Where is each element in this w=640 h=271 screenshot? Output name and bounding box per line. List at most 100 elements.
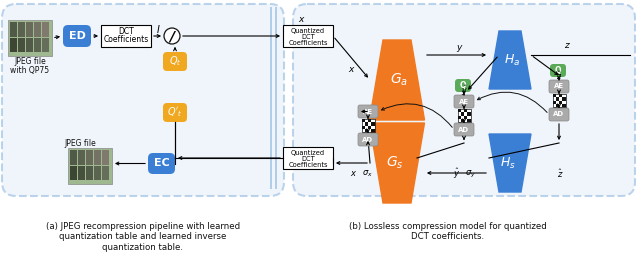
- Bar: [70, 150, 77, 165]
- Bar: [26, 22, 33, 37]
- Bar: [559, 97, 563, 101]
- Text: $x$: $x$: [348, 66, 356, 75]
- Bar: [102, 166, 109, 180]
- Text: Q: Q: [555, 66, 561, 75]
- Bar: [362, 119, 374, 132]
- Text: (b) Lossless compression model for quantized
DCT coefficients.: (b) Lossless compression model for quant…: [349, 222, 547, 241]
- Bar: [365, 122, 368, 125]
- Text: Quantized: Quantized: [291, 28, 325, 34]
- Text: $G_a$: $G_a$: [390, 72, 408, 88]
- Bar: [464, 112, 467, 115]
- Bar: [371, 129, 374, 132]
- Bar: [461, 109, 464, 112]
- FancyBboxPatch shape: [358, 105, 378, 118]
- Bar: [42, 38, 49, 52]
- Bar: [461, 115, 464, 119]
- Text: with QP75: with QP75: [10, 66, 49, 75]
- Text: Coefficients: Coefficients: [288, 40, 328, 46]
- Bar: [10, 38, 17, 52]
- FancyBboxPatch shape: [2, 4, 284, 196]
- FancyBboxPatch shape: [454, 95, 474, 108]
- Bar: [18, 38, 25, 52]
- Text: /: /: [170, 30, 175, 44]
- Text: DCT: DCT: [301, 156, 315, 162]
- Bar: [552, 104, 556, 107]
- FancyBboxPatch shape: [293, 4, 635, 196]
- Bar: [362, 129, 365, 132]
- Text: EC: EC: [154, 159, 170, 169]
- Text: JPEG file: JPEG file: [14, 57, 46, 66]
- Bar: [552, 94, 556, 97]
- Bar: [362, 125, 365, 129]
- Text: Coefficients: Coefficients: [104, 36, 148, 44]
- FancyBboxPatch shape: [549, 80, 569, 93]
- Bar: [10, 22, 17, 37]
- Text: $\hat{z}$: $\hat{z}$: [557, 168, 563, 180]
- Text: $\sigma_y$: $\sigma_y$: [465, 169, 476, 180]
- Bar: [467, 109, 470, 112]
- Text: AE: AE: [554, 83, 564, 89]
- Bar: [42, 22, 49, 37]
- Bar: [371, 119, 374, 122]
- Bar: [18, 22, 25, 37]
- Bar: [362, 122, 365, 125]
- Bar: [556, 101, 559, 104]
- Bar: [556, 104, 559, 107]
- Bar: [34, 22, 41, 37]
- Text: DCT: DCT: [301, 34, 315, 40]
- FancyBboxPatch shape: [454, 123, 474, 136]
- Polygon shape: [489, 134, 531, 192]
- Polygon shape: [369, 123, 424, 203]
- Bar: [86, 150, 93, 165]
- Text: AD: AD: [458, 127, 470, 133]
- Bar: [552, 97, 556, 101]
- Text: $\hat{z}$: $\hat{z}$: [556, 70, 562, 82]
- Bar: [94, 150, 101, 165]
- Text: $Q'_t$: $Q'_t$: [167, 106, 183, 120]
- Bar: [556, 94, 559, 97]
- Bar: [368, 122, 371, 125]
- Bar: [283, 25, 333, 47]
- Text: $Q_t$: $Q_t$: [169, 54, 181, 68]
- Text: JPEG file: JPEG file: [64, 138, 96, 147]
- Text: $x$: $x$: [350, 169, 358, 179]
- Bar: [371, 122, 374, 125]
- Bar: [86, 166, 93, 180]
- FancyBboxPatch shape: [455, 79, 471, 92]
- Text: $G_s$: $G_s$: [386, 155, 404, 171]
- Text: $\sigma_x$: $\sigma_x$: [362, 169, 372, 179]
- Bar: [365, 129, 368, 132]
- Text: DCT: DCT: [118, 27, 134, 37]
- Bar: [26, 38, 33, 52]
- Text: $I$: $I$: [156, 23, 160, 35]
- Text: $z$: $z$: [564, 41, 570, 50]
- Bar: [365, 125, 368, 129]
- Bar: [467, 119, 470, 122]
- Bar: [467, 115, 470, 119]
- Bar: [461, 119, 464, 122]
- Polygon shape: [369, 40, 424, 120]
- Bar: [464, 119, 467, 122]
- Bar: [101, 25, 151, 47]
- Text: Coefficients: Coefficients: [288, 162, 328, 168]
- Bar: [362, 119, 365, 122]
- Bar: [458, 109, 461, 112]
- Bar: [467, 112, 470, 115]
- Bar: [458, 119, 461, 122]
- Bar: [563, 97, 566, 101]
- FancyBboxPatch shape: [549, 108, 569, 121]
- Bar: [283, 147, 333, 169]
- Text: AE: AE: [459, 98, 469, 105]
- FancyBboxPatch shape: [163, 103, 187, 122]
- Bar: [102, 150, 109, 165]
- Bar: [78, 166, 85, 180]
- Bar: [371, 125, 374, 129]
- Text: (a) JPEG recompression pipeline with learned
quantization table and learned inve: (a) JPEG recompression pipeline with lea…: [46, 222, 240, 252]
- Bar: [559, 104, 563, 107]
- Circle shape: [164, 28, 180, 44]
- Bar: [34, 38, 41, 52]
- Text: ED: ED: [68, 31, 85, 41]
- FancyBboxPatch shape: [358, 133, 378, 146]
- Bar: [552, 101, 556, 104]
- Bar: [464, 109, 467, 112]
